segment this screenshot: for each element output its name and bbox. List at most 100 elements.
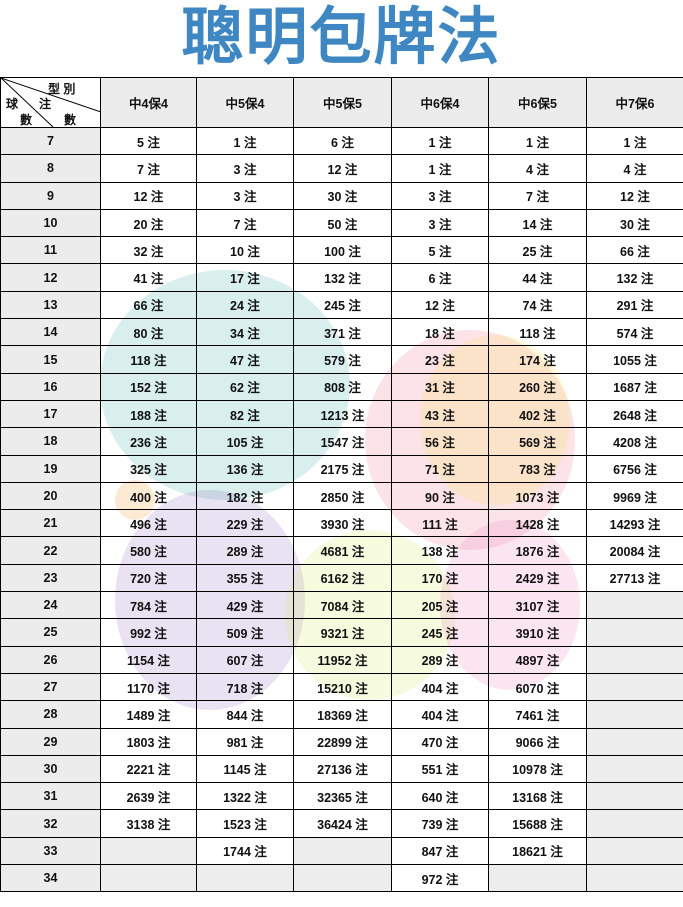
bet-count-cell: 245 注 xyxy=(293,290,392,320)
bet-count-cell: 739 注 xyxy=(391,809,489,838)
ball-count-cell: 12 xyxy=(0,263,101,292)
empty-cell xyxy=(586,672,683,702)
bet-count-cell: 972 注 xyxy=(391,864,489,893)
bet-count-cell: 118 注 xyxy=(488,318,587,347)
bet-count-cell: 152 注 xyxy=(100,372,197,401)
bet-count-cell: 15688 注 xyxy=(488,809,587,838)
empty-cell xyxy=(100,864,197,893)
lottery-wheel-table: 型 別 球 注 數 數 中4保4 中5保4 中5保5 中6保4 中6保5 中7保… xyxy=(0,77,683,893)
table-row: 14 80 注 34 注 371 注 18 注 118 注 574 注 xyxy=(0,318,683,347)
corner-bets-label: 注 xyxy=(39,97,52,111)
column-header: 中6保4 xyxy=(391,77,489,128)
bet-count-cell: 3930 注 xyxy=(293,509,392,538)
bet-count-cell: 43 注 xyxy=(391,399,489,429)
bet-count-cell: 1744 注 xyxy=(196,836,294,866)
bet-count-cell: 783 注 xyxy=(488,454,587,483)
empty-cell xyxy=(586,645,683,674)
diagonal-lines xyxy=(1,78,101,127)
bet-count-cell: 1145 注 xyxy=(196,754,294,784)
bet-count-cell: 20 注 xyxy=(100,208,197,238)
bet-count-cell: 2850 注 xyxy=(293,481,392,511)
bet-count-cell: 174 注 xyxy=(488,345,587,374)
bet-count-cell: 404 注 xyxy=(391,672,489,702)
bet-count-cell: 22899 注 xyxy=(293,727,392,756)
empty-cell xyxy=(586,727,683,756)
table-row: 28 1489 注 844 注 18369 注 404 注 7461 注 xyxy=(0,700,683,729)
bet-count-cell: 3 注 xyxy=(196,181,294,210)
bet-count-cell: 5 注 xyxy=(391,236,489,265)
bet-count-cell: 2639 注 xyxy=(100,782,197,811)
bet-count-cell: 82 注 xyxy=(196,399,294,429)
table-row: 32 3138 注 1523 注 36424 注 739 注 15688 注 xyxy=(0,809,683,838)
bet-count-cell: 32365 注 xyxy=(293,782,392,811)
bet-count-cell: 50 注 xyxy=(293,208,392,238)
bet-count-cell: 6 注 xyxy=(293,126,392,156)
bet-count-cell: 24 注 xyxy=(196,290,294,320)
bet-count-cell: 1 注 xyxy=(391,154,489,183)
ball-count-cell: 19 xyxy=(0,454,101,483)
ball-count-cell: 9 xyxy=(0,181,101,210)
bet-count-cell: 12 注 xyxy=(391,290,489,320)
bet-count-cell: 18 注 xyxy=(391,318,489,347)
empty-cell xyxy=(293,836,392,866)
ball-count-cell: 33 xyxy=(0,836,101,866)
ball-count-cell: 30 xyxy=(0,754,101,784)
bet-count-cell: 3910 注 xyxy=(488,618,587,647)
bet-count-cell: 182 注 xyxy=(196,481,294,511)
bet-count-cell: 579 注 xyxy=(293,345,392,374)
corner-ball-label: 球 xyxy=(6,97,19,111)
bet-count-cell: 1073 注 xyxy=(488,481,587,511)
column-header: 中6保5 xyxy=(488,77,587,128)
bet-count-cell: 118 注 xyxy=(100,345,197,374)
table-row: 33 1744 注 847 注 18621 注 xyxy=(0,836,683,866)
bet-count-cell: 4897 注 xyxy=(488,645,587,674)
ball-count-cell: 7 xyxy=(0,126,101,156)
bet-count-cell: 355 注 xyxy=(196,563,294,593)
bet-count-cell: 1547 注 xyxy=(293,427,392,456)
table-row: 31 2639 注 1322 注 32365 注 640 注 13168 注 xyxy=(0,782,683,811)
bet-count-cell: 7 注 xyxy=(196,208,294,238)
bet-count-cell: 784 注 xyxy=(100,591,197,620)
bet-count-cell: 6 注 xyxy=(391,263,489,292)
table-row: 26 1154 注 607 注 11952 注 289 注 4897 注 xyxy=(0,645,683,674)
bet-count-cell: 12 注 xyxy=(100,181,197,210)
table-row: 15 118 注 47 注 579 注 23 注 174 注 1055 注 xyxy=(0,345,683,374)
bet-count-cell: 62 注 xyxy=(196,372,294,401)
bet-count-cell: 7 注 xyxy=(100,154,197,183)
bet-count-cell: 245 注 xyxy=(391,618,489,647)
bet-count-cell: 27713 注 xyxy=(586,563,683,593)
bet-count-cell: 30 注 xyxy=(293,181,392,210)
bet-count-cell: 4 注 xyxy=(586,154,683,183)
bet-count-cell: 1489 注 xyxy=(100,700,197,729)
bet-count-cell: 11952 注 xyxy=(293,645,392,674)
bet-count-cell: 981 注 xyxy=(196,727,294,756)
ball-count-cell: 26 xyxy=(0,645,101,674)
bet-count-cell: 402 注 xyxy=(488,399,587,429)
table-row: 24 784 注 429 注 7084 注 205 注 3107 注 xyxy=(0,591,683,620)
bet-count-cell: 18369 注 xyxy=(293,700,392,729)
empty-cell xyxy=(293,864,392,893)
bet-count-cell: 188 注 xyxy=(100,399,197,429)
bet-count-cell: 18621 注 xyxy=(488,836,587,866)
bet-count-cell: 20084 注 xyxy=(586,536,683,565)
ball-count-cell: 32 xyxy=(0,809,101,838)
bet-count-cell: 6070 注 xyxy=(488,672,587,702)
bet-count-cell: 1428 注 xyxy=(488,509,587,538)
bet-count-cell: 3 注 xyxy=(196,154,294,183)
bet-count-cell: 5 注 xyxy=(100,126,197,156)
ball-count-cell: 21 xyxy=(0,509,101,538)
ball-count-cell: 25 xyxy=(0,618,101,647)
bet-count-cell: 1154 注 xyxy=(100,645,197,674)
empty-cell xyxy=(488,864,587,893)
empty-cell xyxy=(100,836,197,866)
table-row: 16 152 注 62 注 808 注 31 注 260 注 1687 注 xyxy=(0,372,683,401)
column-header: 中5保4 xyxy=(196,77,294,128)
bet-count-cell: 1170 注 xyxy=(100,672,197,702)
bet-count-cell: 71 注 xyxy=(391,454,489,483)
empty-cell xyxy=(586,618,683,647)
column-header: 中7保6 xyxy=(586,77,683,128)
bet-count-cell: 6756 注 xyxy=(586,454,683,483)
corner-count-right: 數 xyxy=(64,113,77,127)
